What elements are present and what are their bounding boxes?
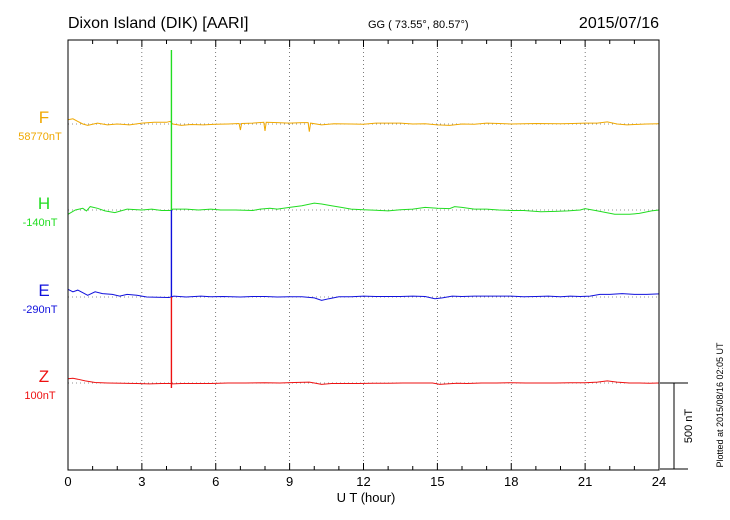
x-axis-ticks bbox=[67, 40, 660, 470]
series-H-label: H bbox=[38, 194, 50, 213]
series-H-line bbox=[67, 202, 660, 215]
series-lines bbox=[67, 118, 660, 385]
x-tick-label: 6 bbox=[212, 474, 219, 489]
x-tick-label: 9 bbox=[286, 474, 293, 489]
series-E-line bbox=[67, 288, 660, 301]
x-tick-label: 18 bbox=[504, 474, 518, 489]
x-tick-label: 15 bbox=[430, 474, 444, 489]
series-E-baseline: -290nT bbox=[23, 304, 58, 316]
series-F-line bbox=[67, 118, 660, 132]
x-axis-label: U T (hour) bbox=[337, 490, 396, 505]
x-tick-label: 12 bbox=[356, 474, 370, 489]
series-F-baseline: 58770nT bbox=[18, 131, 62, 143]
series-labels: F 58770nT H -140nT E -290nT Z 100nT bbox=[18, 108, 62, 402]
scale-bar: 500 nT bbox=[660, 382, 695, 470]
series-Z-line bbox=[67, 377, 660, 385]
scale-bar-label: 500 nT bbox=[683, 409, 695, 444]
station-title: Dixon Island (DIK) [AARI] bbox=[68, 15, 249, 32]
x-tick-labels: 0 3 6 9 12 15 18 21 24 bbox=[64, 474, 666, 489]
x-tick-label: 0 bbox=[64, 474, 71, 489]
series-H-baseline: -140nT bbox=[23, 217, 58, 229]
date-label: 2015/07/16 bbox=[579, 15, 659, 32]
series-Z-label: Z bbox=[39, 367, 49, 386]
series-E-label: E bbox=[38, 281, 49, 300]
series-F-label: F bbox=[39, 108, 49, 127]
grid-lines bbox=[141, 40, 586, 470]
x-tick-label: 21 bbox=[578, 474, 592, 489]
series-Z-baseline: 100nT bbox=[24, 390, 55, 402]
plotted-at-note: Plotted at 2015/08/16 02:05 UT bbox=[715, 342, 725, 468]
x-tick-label: 3 bbox=[138, 474, 145, 489]
x-tick-label: 24 bbox=[652, 474, 666, 489]
coordinates-label: GG ( 73.55°, 80.57°) bbox=[368, 19, 469, 31]
